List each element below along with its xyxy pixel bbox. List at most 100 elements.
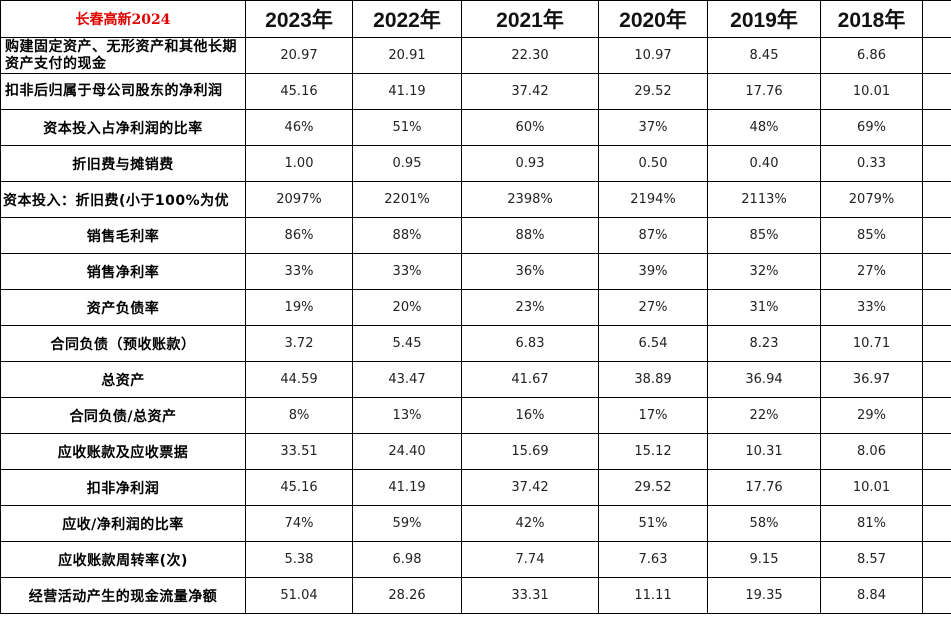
row-label-cell[interactable]: 折旧费与摊销费 (0, 145, 246, 182)
value-cell[interactable]: 19% (245, 289, 353, 326)
value-cell[interactable] (922, 73, 951, 110)
value-cell[interactable]: 24.40 (352, 433, 462, 470)
value-cell[interactable]: 29.52 (598, 469, 708, 506)
value-cell[interactable]: 10.71 (820, 325, 923, 362)
value-cell[interactable]: 8.23 (707, 325, 821, 362)
value-cell[interactable]: 7.74 (461, 541, 599, 578)
value-cell[interactable]: 32% (707, 253, 821, 290)
value-cell[interactable]: 51% (598, 505, 708, 542)
year-header-cell[interactable]: 2021年 (461, 0, 599, 38)
value-cell[interactable]: 6.86 (820, 37, 923, 74)
value-cell[interactable] (922, 325, 951, 362)
value-cell[interactable]: 2201% (352, 181, 462, 218)
value-cell[interactable]: 85% (820, 217, 923, 254)
value-cell[interactable]: 10.97 (598, 37, 708, 74)
value-cell[interactable]: 23% (461, 289, 599, 326)
row-label-cell[interactable]: 应收/净利润的比率 (0, 505, 246, 542)
year-header-cell[interactable]: 2018年 (820, 0, 923, 38)
value-cell[interactable]: 2113% (707, 181, 821, 218)
value-cell[interactable]: 41.67 (461, 361, 599, 398)
value-cell[interactable]: 33% (245, 253, 353, 290)
value-cell[interactable]: 33.31 (461, 577, 599, 614)
value-cell[interactable] (922, 541, 951, 578)
value-cell[interactable]: 15.69 (461, 433, 599, 470)
value-cell[interactable] (922, 37, 951, 74)
row-label-cell[interactable]: 销售毛利率 (0, 217, 246, 254)
value-cell[interactable]: 8.45 (707, 37, 821, 74)
value-cell[interactable]: 37% (598, 109, 708, 146)
row-label-cell[interactable]: 销售净利率 (0, 253, 246, 290)
value-cell[interactable]: 1 (922, 181, 951, 218)
value-cell[interactable]: 48% (707, 109, 821, 146)
value-cell[interactable]: 51.04 (245, 577, 353, 614)
row-label-cell[interactable]: 购建固定资产、无形资产和其他长期资产支付的现金 (0, 37, 246, 74)
year-header-cell[interactable]: 2022年 (352, 0, 462, 38)
value-cell[interactable]: 2194% (598, 181, 708, 218)
value-cell[interactable]: 37.42 (461, 469, 599, 506)
value-cell[interactable]: 36.94 (707, 361, 821, 398)
value-cell[interactable]: 43.47 (352, 361, 462, 398)
value-cell[interactable]: 19.35 (707, 577, 821, 614)
value-cell[interactable]: 5.38 (245, 541, 353, 578)
value-cell[interactable]: 17% (598, 397, 708, 434)
value-cell[interactable]: 41.19 (352, 469, 462, 506)
value-cell[interactable] (922, 433, 951, 470)
value-cell[interactable]: 0.40 (707, 145, 821, 182)
value-cell[interactable]: 10.01 (820, 73, 923, 110)
value-cell[interactable]: 2398% (461, 181, 599, 218)
row-label-cell[interactable]: 经营活动产生的现金流量净额 (0, 577, 246, 614)
row-label-cell[interactable]: 扣非净利润 (0, 469, 246, 506)
value-cell[interactable]: 3 (922, 361, 951, 398)
value-cell[interactable]: 60% (461, 109, 599, 146)
value-cell[interactable] (922, 289, 951, 326)
value-cell[interactable]: 38.89 (598, 361, 708, 398)
value-cell[interactable] (922, 505, 951, 542)
value-cell[interactable]: 17.76 (707, 73, 821, 110)
value-cell[interactable] (922, 109, 951, 146)
value-cell[interactable]: 44.59 (245, 361, 353, 398)
value-cell[interactable] (922, 253, 951, 290)
value-cell[interactable]: 2097% (245, 181, 353, 218)
value-cell[interactable]: 45.16 (245, 73, 353, 110)
value-cell[interactable]: 17.76 (707, 469, 821, 506)
value-cell[interactable]: 33.51 (245, 433, 353, 470)
value-cell[interactable]: 33% (820, 289, 923, 326)
value-cell[interactable]: 31% (707, 289, 821, 326)
value-cell[interactable]: 85% (707, 217, 821, 254)
value-cell[interactable]: 46% (245, 109, 353, 146)
value-cell[interactable] (922, 397, 951, 434)
value-cell[interactable]: 88% (352, 217, 462, 254)
value-cell[interactable]: 0.50 (598, 145, 708, 182)
value-cell[interactable]: 0.95 (352, 145, 462, 182)
value-cell[interactable] (922, 217, 951, 254)
value-cell[interactable]: 33% (352, 253, 462, 290)
value-cell[interactable]: 20.97 (245, 37, 353, 74)
corner-title-cell[interactable]: 长春高新2024 (0, 0, 246, 38)
value-cell[interactable] (922, 577, 951, 614)
value-cell[interactable]: 51% (352, 109, 462, 146)
row-label-cell[interactable]: 合同负债/总资产 (0, 397, 246, 434)
value-cell[interactable]: 58% (707, 505, 821, 542)
value-cell[interactable]: 13% (352, 397, 462, 434)
value-cell[interactable]: 81% (820, 505, 923, 542)
value-cell[interactable]: 6.54 (598, 325, 708, 362)
value-cell[interactable]: 8.57 (820, 541, 923, 578)
value-cell[interactable]: 20% (352, 289, 462, 326)
row-label-cell[interactable]: 资本投入占净利润的比率 (0, 109, 246, 146)
value-cell[interactable]: 39% (598, 253, 708, 290)
value-cell[interactable]: 3.72 (245, 325, 353, 362)
value-cell[interactable]: 74% (245, 505, 353, 542)
row-label-cell[interactable]: 扣非后归属于母公司股东的净利润 (0, 73, 246, 110)
value-cell[interactable]: 6.83 (461, 325, 599, 362)
value-cell[interactable]: 37.42 (461, 73, 599, 110)
value-cell[interactable]: 27% (820, 253, 923, 290)
value-cell[interactable]: 36% (461, 253, 599, 290)
value-cell[interactable]: 2079% (820, 181, 923, 218)
value-cell[interactable]: 27% (598, 289, 708, 326)
value-cell[interactable]: 5.45 (352, 325, 462, 362)
year-header-cell[interactable]: 2019年 (707, 0, 821, 38)
value-cell[interactable] (922, 145, 951, 182)
value-cell[interactable]: 86% (245, 217, 353, 254)
value-cell[interactable]: 16% (461, 397, 599, 434)
value-cell[interactable]: 28.26 (352, 577, 462, 614)
